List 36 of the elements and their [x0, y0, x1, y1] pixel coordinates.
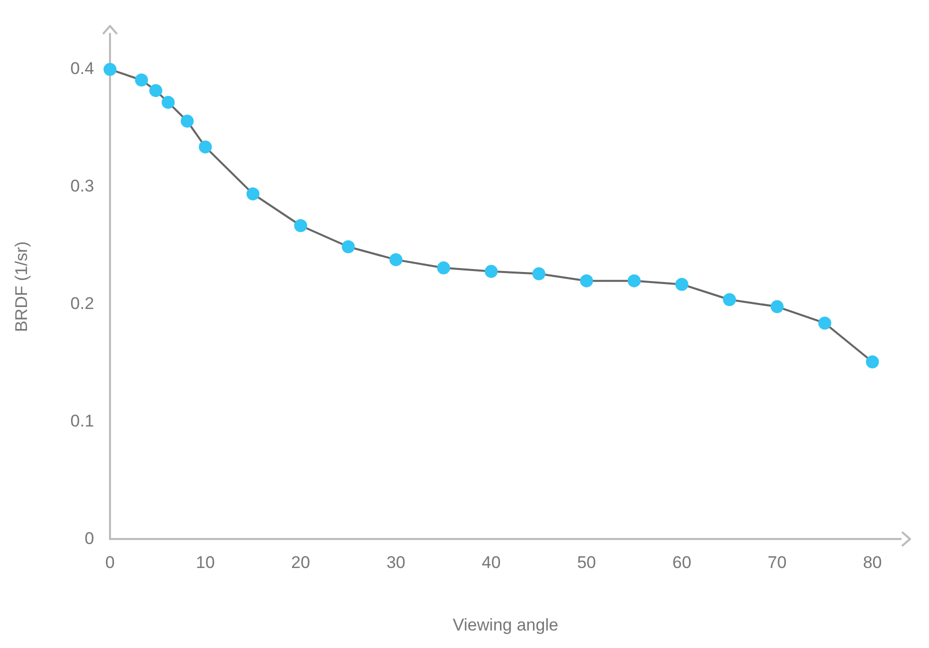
x-tick-label: 60 [672, 553, 692, 572]
point [628, 274, 641, 288]
x-tick-label: 10 [196, 553, 215, 572]
y-tick-label: 0.1 [70, 411, 94, 430]
point [134, 74, 148, 87]
x-tick-label: 80 [862, 553, 882, 572]
x-tick-label: 30 [386, 553, 406, 572]
x-tick-label: 70 [768, 553, 787, 572]
y-axis-title: BRDF (1/sr) [12, 241, 31, 332]
point [342, 240, 355, 254]
x-tick-label: 40 [482, 553, 501, 572]
x-tick-label: 50 [577, 553, 596, 572]
point [198, 140, 212, 154]
point [580, 274, 594, 288]
point [104, 62, 117, 76]
x-tick-label: 0 [105, 553, 115, 572]
point [532, 267, 546, 280]
y-tick-label: 0.3 [70, 176, 94, 196]
point [770, 300, 784, 314]
x-axis-title: Viewing angle [452, 615, 558, 634]
point [675, 278, 688, 291]
x-tick-label: 20 [291, 553, 310, 572]
point [162, 96, 175, 109]
point [389, 253, 402, 266]
point [294, 219, 308, 232]
point [818, 316, 832, 330]
point [246, 187, 260, 200]
point [437, 261, 450, 274]
point [866, 355, 879, 368]
y-tick-label: 0.4 [70, 59, 94, 78]
point [149, 84, 162, 98]
point [484, 264, 498, 278]
y-tick-label: 0.2 [70, 294, 94, 314]
point [180, 114, 194, 128]
y-tick-label: 0 [84, 528, 94, 548]
point [722, 293, 736, 306]
